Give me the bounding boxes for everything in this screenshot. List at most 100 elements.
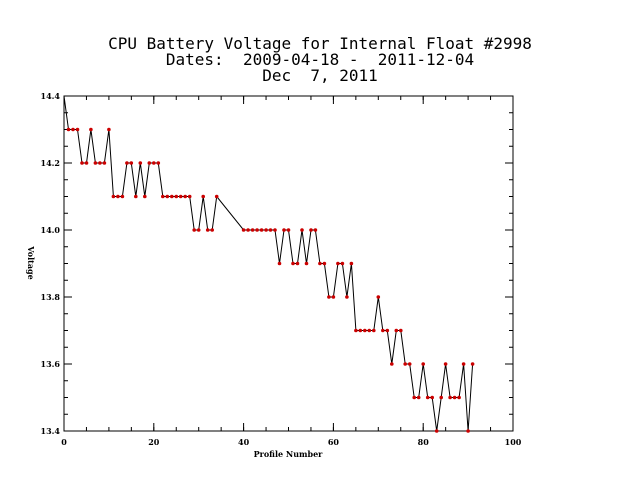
- data-point: [300, 228, 304, 232]
- data-point: [98, 161, 102, 165]
- data-point: [107, 127, 111, 132]
- data-point: [183, 194, 187, 199]
- data-point: [336, 261, 340, 266]
- data-point: [304, 261, 309, 266]
- y-tick-label: 13.4: [41, 426, 61, 436]
- y-tick-label: 13.8: [41, 292, 61, 302]
- data-point: [407, 362, 412, 366]
- axis-ticks: [63, 95, 514, 432]
- x-tick-label: 20: [148, 437, 160, 447]
- data-point: [327, 295, 331, 299]
- data-point: [286, 228, 291, 232]
- data-point: [125, 161, 129, 165]
- data-point: [385, 328, 390, 333]
- title-line-3: Dec 7, 2011: [262, 66, 378, 85]
- data-point: [170, 194, 174, 199]
- x-tick-label: 0: [61, 437, 67, 447]
- data-point: [390, 362, 394, 366]
- data-point: [313, 228, 318, 232]
- data-point: [282, 228, 286, 232]
- data-point: [201, 194, 205, 199]
- data-point: [89, 127, 93, 132]
- x-tick-label: 40: [238, 437, 250, 447]
- data-point: [349, 261, 354, 266]
- data-point: [174, 194, 179, 199]
- data-point: [255, 228, 259, 232]
- data-point: [331, 295, 336, 299]
- data-point: [264, 228, 268, 232]
- data-point: [448, 395, 452, 400]
- data-point: [309, 228, 313, 232]
- series-line: [63, 95, 474, 432]
- data-point: [322, 261, 327, 266]
- y-tick-label: 14.0: [41, 225, 61, 235]
- data-point: [381, 328, 385, 333]
- data-point: [187, 194, 192, 199]
- data-point: [403, 362, 408, 366]
- series-markers: [66, 127, 475, 433]
- data-point: [367, 328, 372, 333]
- chart-title: CPU Battery Voltage for Internal Float #…: [0, 36, 640, 84]
- data-point: [394, 328, 399, 333]
- data-point: [434, 429, 439, 433]
- data-point: [372, 328, 376, 333]
- data-point: [430, 395, 435, 400]
- data-point: [399, 328, 403, 333]
- data-point: [196, 228, 201, 232]
- data-point: [66, 127, 71, 132]
- x-tick-label: 60: [328, 437, 340, 447]
- data-point: [246, 228, 250, 232]
- data-point: [156, 161, 161, 165]
- x-axis-label: Profile Number: [254, 449, 324, 459]
- data-point: [470, 362, 475, 366]
- data-point: [273, 228, 277, 232]
- data-point: [210, 228, 214, 232]
- data-point: [358, 328, 363, 333]
- data-point: [143, 194, 147, 199]
- data-point: [214, 194, 219, 199]
- data-point: [80, 161, 84, 165]
- data-point: [416, 395, 421, 400]
- data-point: [192, 228, 196, 232]
- data-point: [152, 161, 156, 165]
- data-point: [129, 161, 134, 165]
- data-point: [178, 194, 183, 199]
- y-tick-label: 14.4: [41, 91, 61, 101]
- data-point: [461, 362, 466, 366]
- data-point: [259, 228, 264, 232]
- data-point: [421, 362, 426, 366]
- data-point: [439, 395, 444, 400]
- data-point: [457, 395, 461, 400]
- axis-tick-labels: 0 20 40 60 80 100 13.4 13.6 13.8 14.0 14.2 14.4: [41, 91, 522, 447]
- data-point: [84, 161, 89, 165]
- data-point: [345, 295, 349, 299]
- data-point: [443, 362, 448, 366]
- data-point: [412, 395, 417, 400]
- data-point: [425, 395, 430, 400]
- data-point: [102, 161, 107, 165]
- data-point: [93, 161, 98, 165]
- title-line-2: Dates: 2009-04-18 - 2011-12-04: [165, 50, 475, 69]
- x-tick-label: 80: [418, 437, 430, 447]
- y-tick-label: 14.2: [41, 158, 60, 168]
- data-point: [120, 194, 125, 199]
- data-point: [452, 395, 457, 400]
- y-tick-label: 13.6: [41, 359, 61, 369]
- data-point: [147, 161, 152, 165]
- y-axis-label: Voltage: [26, 245, 36, 279]
- data-point: [75, 127, 80, 132]
- data-point: [466, 429, 470, 433]
- data-point: [161, 194, 165, 199]
- data-point: [268, 228, 273, 232]
- title-line-1: CPU Battery Voltage for Internal Float #…: [108, 34, 532, 53]
- data-point: [111, 194, 116, 199]
- data-point: [116, 194, 120, 199]
- data-point: [291, 261, 295, 266]
- data-point: [134, 194, 138, 199]
- x-tick-label: 100: [505, 437, 522, 447]
- data-point: [295, 261, 300, 266]
- data-point: [241, 228, 246, 232]
- data-point: [354, 328, 358, 333]
- data-point: [318, 261, 322, 266]
